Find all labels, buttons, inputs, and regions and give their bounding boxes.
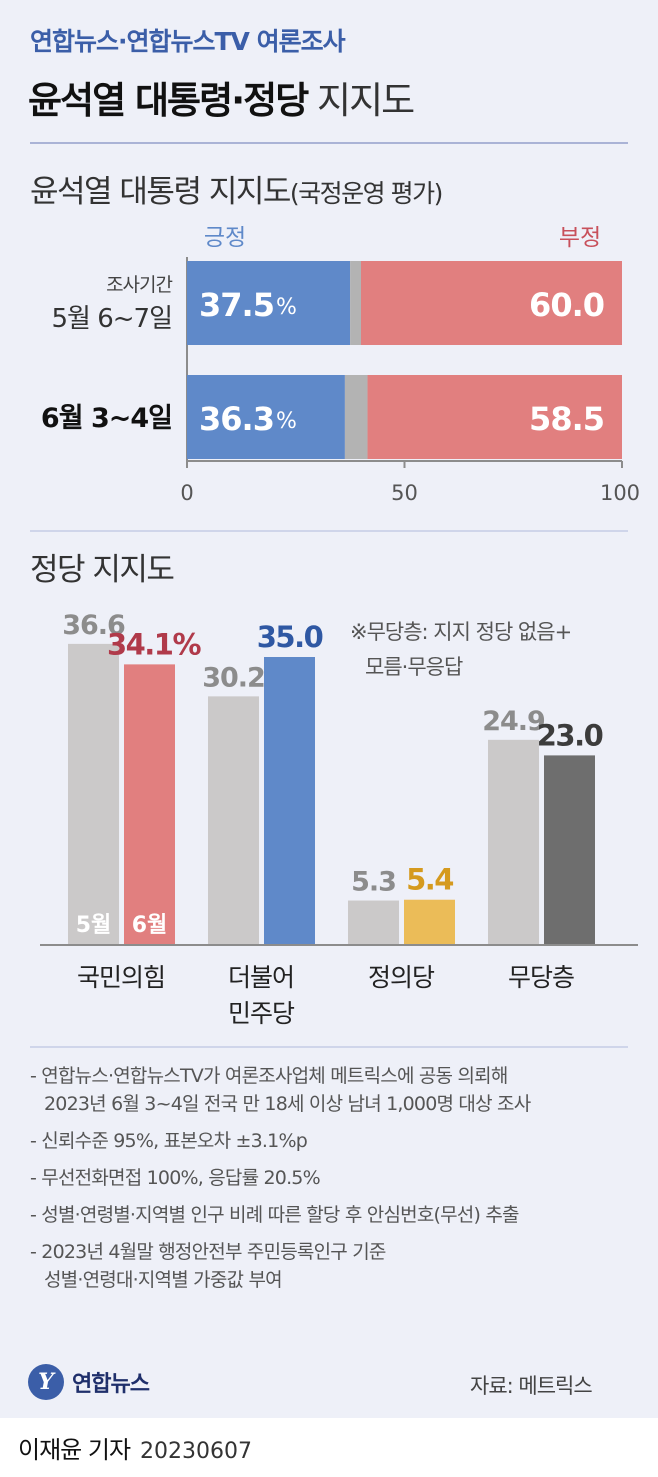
value-label-may: 30.2	[202, 662, 265, 693]
value-label-june: 5.4	[406, 863, 453, 897]
approval-subtitle: (국정운영 평가)	[289, 179, 443, 208]
value-label-may: 5.3	[351, 867, 396, 898]
publish-date: 20230607	[140, 1439, 253, 1464]
note-item: - 무선전화면접 100%, 응답률 20.5%	[30, 1167, 321, 1189]
category-label: 정의당	[368, 963, 435, 992]
category-label: 더불어	[228, 963, 294, 992]
positive-value-label: 37.5	[199, 286, 274, 324]
note-item: - 성별·연령별·지역별 인구 비례 따른 할당 후 안심번호(무선) 추출	[30, 1204, 519, 1226]
note-line: 성별·연령대·지역별 가중값 부여	[44, 1269, 283, 1291]
note-item: - 신뢰수준 95%, 표본오차 ±3.1%p	[30, 1130, 308, 1152]
percent-sign: %	[276, 295, 297, 320]
legend-positive: 긍정	[204, 225, 246, 251]
bar-segment-other	[344, 375, 368, 459]
main-title-normal: 지지도	[307, 79, 415, 122]
bar-june	[124, 664, 175, 944]
bar-segment-positive	[187, 261, 351, 345]
bar-segment-other	[350, 261, 361, 345]
category-label: 민주당	[228, 999, 295, 1028]
yonhap-logo: Y 연합뉴스	[28, 1364, 150, 1400]
bar-segment-positive	[187, 375, 345, 459]
bar-june	[404, 899, 455, 944]
note-line: - 2023년 4월말 행정안전부 주민등록인구 기준	[30, 1241, 386, 1263]
bar-may	[68, 643, 119, 944]
approval-section-title: 윤석열 대통령 지지도(국정운영 평가)	[30, 166, 443, 211]
period-label: 5월 6~7일	[51, 304, 172, 334]
value-label-june: 34.1%	[107, 627, 202, 661]
tick-label: 0	[180, 481, 193, 505]
party-section-title: 정당 지지도	[30, 552, 175, 588]
note-line: - 연합뉴스·연합뉴스TV가 여론조사업체 메트릭스에 공동 의뢰해	[30, 1065, 508, 1087]
section-divider	[30, 530, 628, 532]
bar-june	[264, 657, 315, 944]
bar-june	[544, 755, 595, 944]
category-label: 무당층	[508, 963, 574, 992]
bar-segment-negative	[367, 375, 622, 459]
note-item: - 2023년 4월말 행정안전부 주민등록인구 기준 성별·연령대·지역별 가…	[30, 1238, 640, 1294]
methodology-notes: - 연합뉴스·연합뉴스TV가 여론조사업체 메트릭스에 공동 의뢰해 2023년…	[30, 1062, 640, 1303]
party-chart: ※무당층: 지지 정당 없음+ 모름·무응답 36.634.1% 국민의힘 5월 6월 30…	[40, 610, 638, 1028]
notes-divider	[30, 1046, 628, 1048]
party-footnote: 모름·무응답	[365, 655, 463, 679]
yonhap-logo-icon: Y	[28, 1364, 64, 1400]
party-footnote: ※무당층: 지지 정당 없음+	[350, 620, 571, 644]
period-header: 조사기간	[106, 274, 172, 296]
category-label: 국민의힘	[77, 963, 165, 992]
infographic-card: 연합뉴스·연합뉴스TV 여론조사 윤석열 대통령·정당 지지도 윤석열 대통령 …	[0, 0, 658, 1418]
bar-segment-negative	[361, 261, 622, 345]
series-label-may: 5월	[76, 913, 112, 938]
series-label-june: 6월	[132, 913, 168, 938]
yonhap-logo-text: 연합뉴스	[72, 1372, 150, 1397]
legend-negative: 부정	[559, 225, 601, 251]
negative-value-label: 60.0	[529, 286, 604, 324]
source-label: 자료: 메트릭스	[470, 1374, 593, 1398]
tick-label: 100	[600, 481, 640, 505]
bar-may	[208, 696, 259, 944]
percent-sign: %	[276, 409, 297, 434]
bar-may	[488, 739, 539, 944]
main-title-bold: 윤석열 대통령·정당	[28, 79, 309, 122]
value-label-june: 23.0	[537, 718, 603, 752]
tick-label: 50	[391, 481, 418, 505]
note-item: - 연합뉴스·연합뉴스TV가 여론조사업체 메트릭스에 공동 의뢰해 2023년…	[30, 1062, 640, 1118]
supertitle: 연합뉴스·연합뉴스TV 여론조사	[30, 27, 346, 56]
title-divider	[30, 142, 628, 144]
bar-may	[348, 900, 399, 944]
approval-title: 윤석열 대통령 지지도	[30, 174, 291, 210]
reporter-name: 이재윤 기자	[18, 1436, 131, 1464]
period-label: 6월 3~4일	[41, 403, 172, 434]
value-label-june: 35.0	[257, 620, 323, 654]
main-title: 윤석열 대통령·정당 지지도	[28, 70, 415, 124]
value-label-may: 36.6	[62, 610, 125, 641]
negative-value-label: 58.5	[529, 400, 604, 438]
note-line: 2023년 6월 3~4일 전국 만 18세 이상 남녀 1,000명 대상 조…	[44, 1093, 531, 1115]
value-label-may: 24.9	[482, 706, 545, 737]
positive-value-label: 36.3	[199, 400, 274, 438]
byline: 이재윤 기자 20230607	[18, 1430, 252, 1465]
